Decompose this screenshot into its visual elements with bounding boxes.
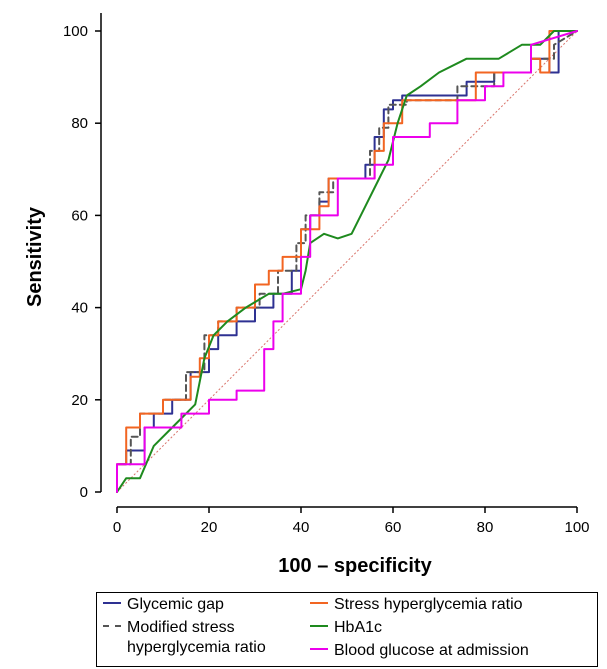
legend-swatch xyxy=(103,601,121,604)
y-tick-label: 0 xyxy=(80,484,88,501)
legend-item-hba1c: HbA1c xyxy=(310,618,382,638)
reference-line xyxy=(116,30,578,493)
series-group xyxy=(116,30,578,493)
legend-item-glycemic-gap: Glycemic gap xyxy=(103,595,224,615)
x-tick-label: 60 xyxy=(385,519,402,536)
legend-label: HbA1c xyxy=(334,619,383,636)
legend: Glycemic gap Stress hyperglycemia ratio … xyxy=(96,592,598,667)
x-tick-label: 100 xyxy=(564,519,589,536)
legend-label: Glycemic gap xyxy=(127,596,224,613)
y-tick-label: 100 xyxy=(63,23,88,40)
legend-item-modified-stress-hyperglycemia-ratio: Modified stress hyperglycemia ratio xyxy=(103,618,266,658)
legend-item-blood-glucose-at-admission: Blood glucose at admission xyxy=(310,641,529,661)
x-tick-label: 20 xyxy=(201,519,218,536)
x-axis-title: 100 – specificity xyxy=(278,555,432,577)
series-line-stress-hyperglycemia-ratio xyxy=(116,30,578,493)
legend-swatch xyxy=(310,647,328,650)
legend-swatch xyxy=(310,601,328,604)
legend-label-continued: hyperglycemia ratio xyxy=(127,639,266,656)
y-tick-label: 20 xyxy=(71,392,88,409)
y-tick-label: 40 xyxy=(71,300,88,317)
series-line-blood-glucose-at-admission xyxy=(116,30,578,493)
roc-chart: 0 20 40 60 80 100 0 20 40 60 80 100 100 – specifici… xyxy=(24,13,590,577)
legend-label: Stress hyperglycemia ratio xyxy=(334,596,523,613)
reference-line-group xyxy=(116,30,578,493)
x-tick-label: 0 xyxy=(113,519,121,536)
x-tick-label: 40 xyxy=(293,519,310,536)
legend-swatch xyxy=(103,624,121,627)
legend-label: Blood glucose at admission xyxy=(334,642,529,659)
legend-item-stress-hyperglycemia-ratio: Stress hyperglycemia ratio xyxy=(310,595,523,615)
legend-label: Modified stress xyxy=(127,619,235,636)
series-line-hba1c xyxy=(116,30,578,493)
axes: 0 20 40 60 80 100 0 20 40 60 80 100 xyxy=(63,13,590,536)
y-tick-label: 80 xyxy=(71,115,88,132)
y-axis-title: Sensitivity xyxy=(24,206,46,307)
y-tick-label: 60 xyxy=(71,207,88,224)
legend-swatch xyxy=(310,624,328,627)
x-tick-label: 80 xyxy=(477,519,494,536)
